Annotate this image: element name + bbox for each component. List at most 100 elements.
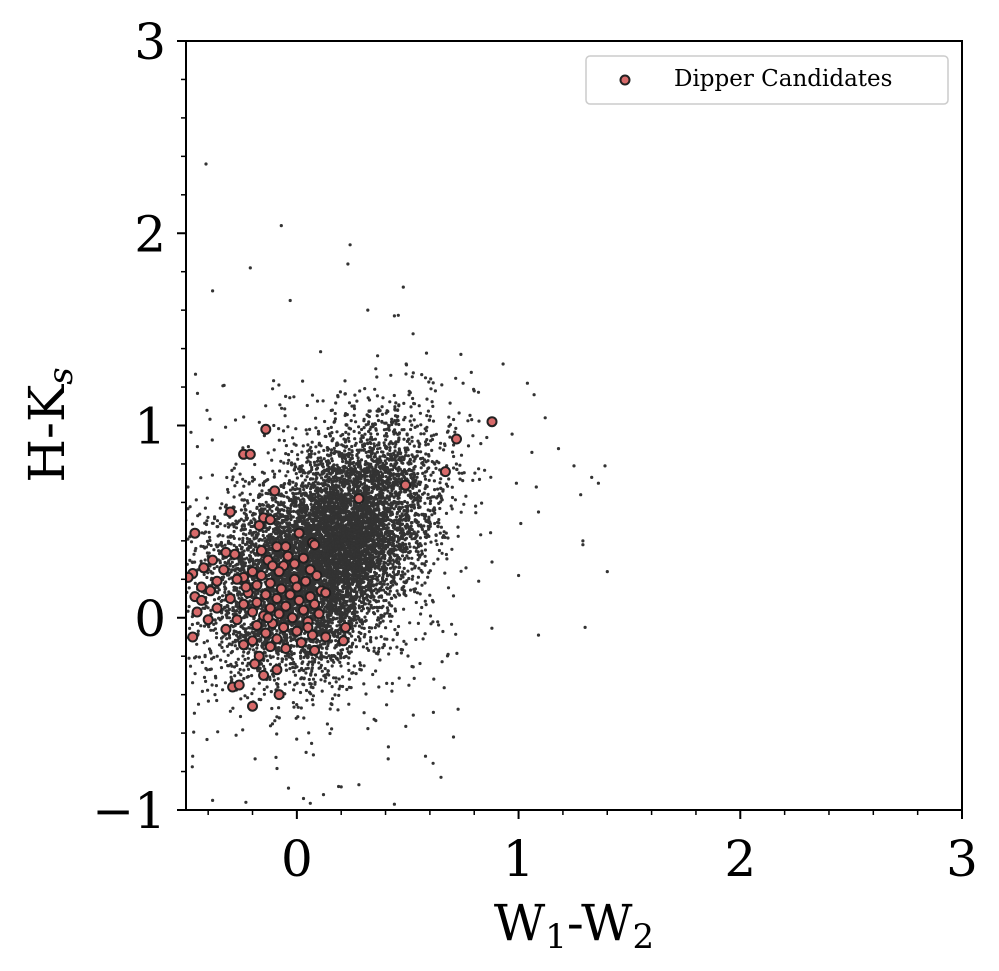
background-point <box>452 417 456 422</box>
background-point <box>356 456 360 460</box>
background-point <box>410 453 414 457</box>
background-point <box>310 468 314 472</box>
background-point <box>292 705 296 709</box>
background-point <box>443 443 447 448</box>
background-point <box>428 614 433 618</box>
background-point <box>227 590 231 594</box>
background-point <box>357 431 361 435</box>
background-point <box>349 650 353 654</box>
background-point <box>205 539 210 544</box>
background-point <box>311 677 316 681</box>
background-point <box>203 506 207 510</box>
background-point <box>332 420 336 424</box>
background-point <box>210 657 214 661</box>
background-point <box>209 628 213 632</box>
background-point <box>394 401 398 405</box>
background-point <box>225 475 229 480</box>
background-point <box>394 504 398 508</box>
background-point <box>195 445 199 449</box>
background-point <box>231 632 236 636</box>
background-point <box>219 666 224 670</box>
background-point <box>272 423 276 428</box>
background-point <box>284 490 288 495</box>
background-point <box>223 543 227 547</box>
background-point <box>423 376 428 380</box>
background-point <box>436 487 440 491</box>
background-point <box>430 513 434 517</box>
background-point <box>313 673 318 677</box>
background-point <box>290 449 294 454</box>
background-point <box>361 645 365 649</box>
background-point <box>456 525 460 529</box>
background-point <box>490 626 494 630</box>
background-point <box>362 682 366 686</box>
background-point <box>339 664 343 668</box>
background-point <box>239 673 243 677</box>
background-point <box>294 427 298 431</box>
background-point <box>432 562 436 566</box>
background-point <box>395 645 399 649</box>
background-point <box>232 466 236 470</box>
background-point <box>205 408 209 412</box>
background-point <box>210 438 214 442</box>
background-point <box>392 393 396 398</box>
background-point <box>305 460 309 464</box>
background-point <box>477 467 481 471</box>
background-point <box>341 432 345 437</box>
background-point <box>189 430 193 434</box>
background-point <box>323 667 327 671</box>
background-point <box>353 443 357 447</box>
background-point <box>231 706 235 710</box>
background-point <box>386 582 390 586</box>
background-point <box>222 383 226 387</box>
background-point <box>429 540 433 544</box>
background-point <box>188 558 192 563</box>
background-point <box>358 661 362 665</box>
background-point <box>423 501 427 505</box>
background-point <box>448 435 452 439</box>
background-point <box>208 535 212 539</box>
background-point <box>202 624 207 628</box>
background-point <box>233 484 237 488</box>
background-point <box>400 554 405 558</box>
background-point <box>341 684 345 689</box>
background-point <box>262 692 266 696</box>
background-point <box>295 487 299 491</box>
background-point <box>312 460 316 464</box>
background-point <box>225 644 229 649</box>
background-point <box>352 429 356 433</box>
background-point <box>334 676 338 680</box>
background-point <box>294 443 298 447</box>
background-point <box>243 657 247 662</box>
background-point <box>251 648 256 652</box>
background-point <box>413 587 417 591</box>
background-point <box>248 510 252 514</box>
background-point <box>314 445 318 449</box>
background-point <box>347 677 351 681</box>
background-point <box>382 599 386 603</box>
background-point <box>187 586 191 590</box>
background-point <box>330 685 334 689</box>
background-point <box>380 405 384 409</box>
background-point <box>286 453 291 457</box>
background-point <box>397 422 401 427</box>
background-point <box>439 477 443 481</box>
background-point <box>428 414 432 418</box>
background-point <box>212 566 216 571</box>
background-point <box>388 446 392 450</box>
background-point <box>374 636 378 640</box>
background-point <box>402 437 406 441</box>
background-point <box>406 448 410 452</box>
background-point <box>251 498 256 502</box>
background-point <box>400 428 404 432</box>
background-point <box>393 628 397 632</box>
background-point <box>330 431 334 435</box>
background-point <box>426 496 430 500</box>
background-point <box>304 688 309 693</box>
background-point <box>354 618 358 622</box>
background-point <box>437 518 441 522</box>
background-point <box>391 638 395 642</box>
background-point <box>426 508 430 512</box>
background-point <box>435 496 439 500</box>
